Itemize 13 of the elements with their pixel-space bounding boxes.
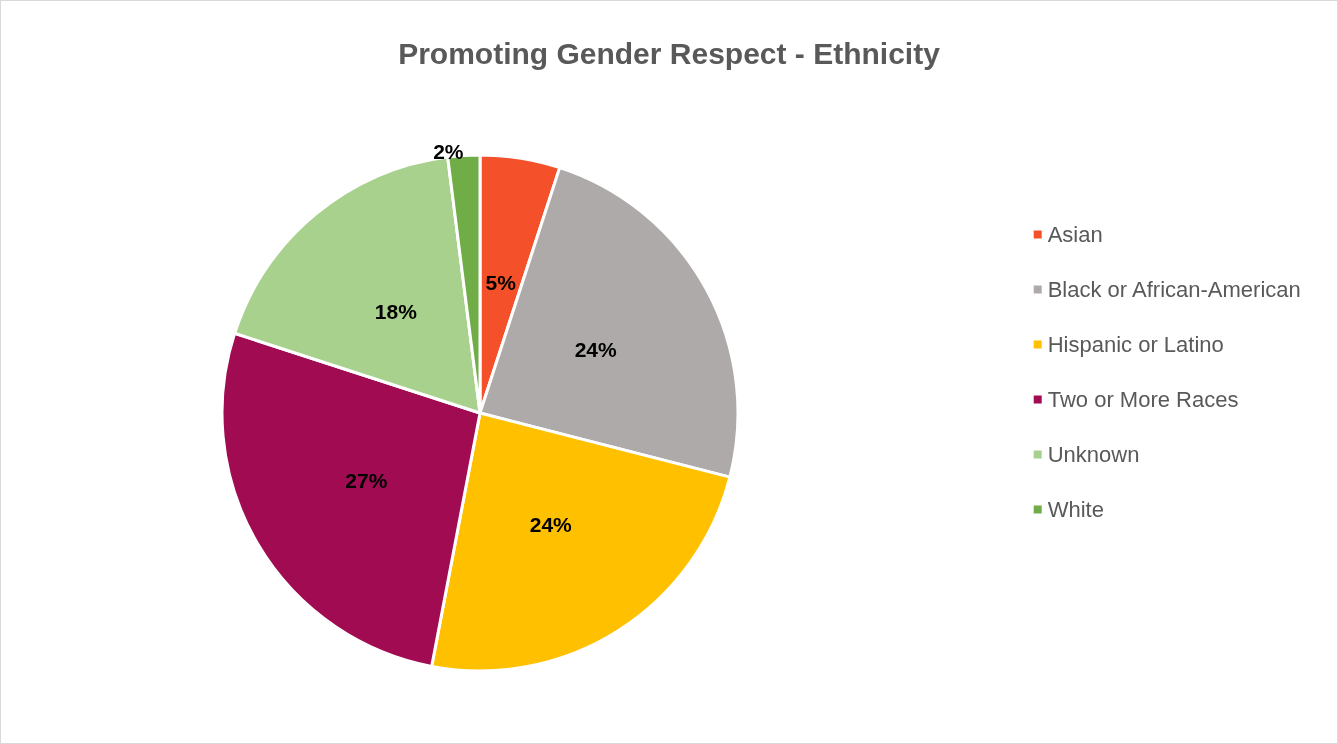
legend-label: Asian <box>1047 222 1103 247</box>
legend-label: Two or More Races <box>1047 387 1239 412</box>
legend-label: Black or African-American <box>1047 277 1301 302</box>
legend-label: Unknown <box>1047 442 1140 467</box>
data-label: 27% <box>345 468 388 492</box>
data-label: 5% <box>485 271 517 295</box>
legend-label: White <box>1047 497 1104 522</box>
data-label: 24% <box>574 337 618 361</box>
data-label: 24% <box>529 512 573 536</box>
data-label: 18% <box>374 299 418 323</box>
chart-title: Promoting Gender Respect - Ethnicity <box>398 36 941 70</box>
data-label: 2% <box>433 140 464 164</box>
legend-label: Hispanic or Latino <box>1047 332 1224 357</box>
